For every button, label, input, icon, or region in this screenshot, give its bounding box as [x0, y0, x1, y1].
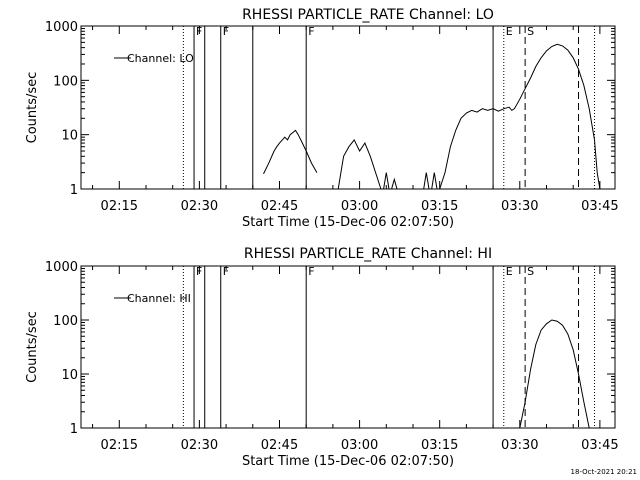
- chart-title: RHESSI PARTICLE_RATE Channel: HI: [244, 246, 492, 262]
- series-line: [439, 43, 601, 190]
- x-tick-label: 02:30: [181, 199, 218, 214]
- series-line: [337, 138, 382, 190]
- y-axis-label: Counts/sec: [25, 72, 40, 144]
- series-line: [431, 172, 438, 190]
- y-axis-label: Counts/sec: [25, 311, 40, 383]
- legend-label: Channel: LO: [127, 52, 194, 65]
- x-tick-label: 03:15: [421, 438, 458, 453]
- y-tick-label: 10: [61, 368, 78, 383]
- y-tick-label: 1000: [45, 260, 78, 275]
- lo-channel-panel: RHESSI PARTICLE_RATE Channel: LO 1 10 100 10…: [25, 7, 619, 230]
- event-marker-label: F: [308, 265, 314, 278]
- hi-channel-panel: RHESSI PARTICLE_RATE Channel: HI 1 10 100 10…: [25, 246, 619, 469]
- x-axis-label: Start Time (15-Dec-06 02:07:50): [242, 215, 454, 230]
- event-marker-label: F: [196, 265, 202, 278]
- event-marker-label: F: [223, 25, 229, 38]
- x-tick-label: 02:45: [261, 438, 298, 453]
- plot-frame: [80, 265, 616, 429]
- x-tick-label: 02:30: [181, 438, 218, 453]
- y-tick-label: 10: [61, 129, 78, 144]
- event-marker-label: E: [506, 265, 513, 278]
- event-marker-label: S: [527, 25, 534, 38]
- plot-frame: [80, 25, 616, 190]
- legend-label: Channel: HI: [127, 292, 191, 305]
- x-tick-label: 03:45: [581, 438, 618, 453]
- event-marker-label: F: [196, 25, 202, 38]
- x-tick-label: 03:00: [341, 438, 378, 453]
- y-tick-label: 1: [70, 422, 78, 437]
- x-tick-label: 03:15: [421, 199, 458, 214]
- x-tick-label: 02:45: [261, 199, 298, 214]
- y-tick-label: 100: [53, 314, 78, 329]
- footer-timestamp: 18-Oct-2021 20:21: [571, 468, 637, 476]
- series-line: [391, 177, 398, 190]
- x-tick-label: 02:15: [101, 438, 138, 453]
- chart-title: RHESSI PARTICLE_RATE Channel: LO: [242, 7, 494, 23]
- x-tick-label: 03:30: [501, 199, 538, 214]
- series-line: [423, 172, 430, 190]
- event-marker-label: F: [223, 265, 229, 278]
- x-tick-label: 03:45: [581, 199, 618, 214]
- x-tick-label: 03:00: [341, 199, 378, 214]
- y-tick-label: 1: [70, 183, 78, 198]
- series-line: [263, 129, 318, 175]
- x-tick-label: 02:15: [101, 199, 138, 214]
- event-marker-label: F: [308, 25, 314, 38]
- x-axis-label: Start Time (15-Dec-06 02:07:50): [242, 454, 454, 469]
- event-marker-label: S: [527, 265, 534, 278]
- y-tick-label: 1000: [45, 20, 78, 35]
- x-tick-label: 03:30: [501, 438, 538, 453]
- series-line: [383, 172, 390, 190]
- y-tick-label: 100: [53, 74, 78, 89]
- series-line: [519, 319, 590, 429]
- event-marker-label: E: [506, 25, 513, 38]
